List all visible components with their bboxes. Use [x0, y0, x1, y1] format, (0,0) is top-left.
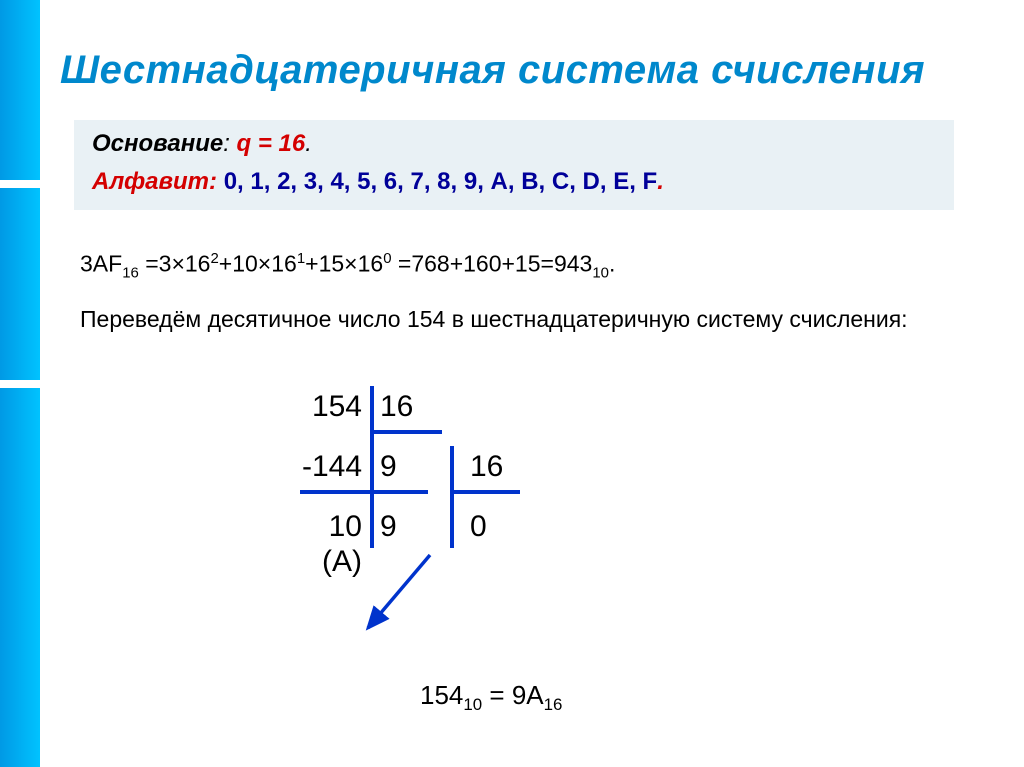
- hex-to-dec-formula: 3AF16 =3×162+10×161+15×160 =768+160+15=9…: [80, 250, 615, 281]
- div-vline-1: [370, 386, 374, 548]
- formula-rhs: =768+160+15=943: [392, 251, 593, 277]
- formula-lhs: 3AF: [80, 251, 122, 277]
- div-cell-16b: 16: [470, 450, 542, 484]
- alphabet-dot: .: [657, 168, 664, 195]
- base-label: Основание: [92, 130, 223, 157]
- result-eq: = 9A: [482, 680, 543, 710]
- div-cell-16a: 16: [380, 390, 452, 424]
- slide-title: Шестнадцатеричная система счисления: [60, 48, 925, 93]
- formula-t3b: 16: [358, 251, 384, 277]
- div-cell-9b: 9: [380, 510, 452, 544]
- base-dot: .: [305, 130, 312, 157]
- result-rhs-sub: 16: [544, 695, 563, 714]
- result-lhs-sub: 10: [463, 695, 482, 714]
- formula-lhs-sub: 16: [122, 264, 139, 281]
- div-vline-2: [450, 446, 454, 548]
- result-lhs: 154: [420, 680, 463, 710]
- div-cell-9a: 9: [380, 450, 452, 484]
- alphabet-values: 0, 1, 2, 3, 4, 5, 6, 7, 8, 9, A, B, C, D…: [224, 168, 658, 195]
- div-cell-10: 10: [290, 510, 362, 544]
- div-cell-154: 154: [290, 390, 362, 424]
- formula-t1b: 16: [185, 251, 211, 277]
- base-value: q = 16: [237, 130, 306, 157]
- formula-t1e: 2: [210, 250, 218, 267]
- info-box: Основание: q = 16. Алфавит: 0, 1, 2, 3, …: [74, 120, 954, 210]
- formula-t3e: 0: [383, 250, 391, 267]
- div-hline-2: [300, 490, 428, 494]
- result-line: 15410 = 9A16: [420, 680, 562, 715]
- arrow-icon: [350, 550, 470, 650]
- div-cell-m144: -144: [290, 450, 362, 484]
- translate-text: Переведём десятичное число 154 в шестнад…: [80, 306, 960, 333]
- alphabet-line: Алфавит: 0, 1, 2, 3, 4, 5, 6, 7, 8, 9, A…: [92, 168, 936, 196]
- formula-t2e: 1: [297, 250, 305, 267]
- div-hline-1: [370, 430, 442, 434]
- div-hline-3: [450, 490, 520, 494]
- base-line: Основание: q = 16.: [92, 130, 936, 158]
- formula-eq1: =3: [139, 251, 172, 277]
- side-accent-bar: [0, 0, 40, 767]
- alphabet-label: Алфавит: [92, 168, 209, 195]
- formula-plus1: +10: [219, 251, 258, 277]
- div-cell-0: 0: [470, 510, 542, 544]
- formula-t2b: 16: [271, 251, 297, 277]
- formula-dot: .: [609, 251, 615, 277]
- formula-plus2: +15: [305, 251, 344, 277]
- formula-rhs-sub: 10: [592, 264, 609, 281]
